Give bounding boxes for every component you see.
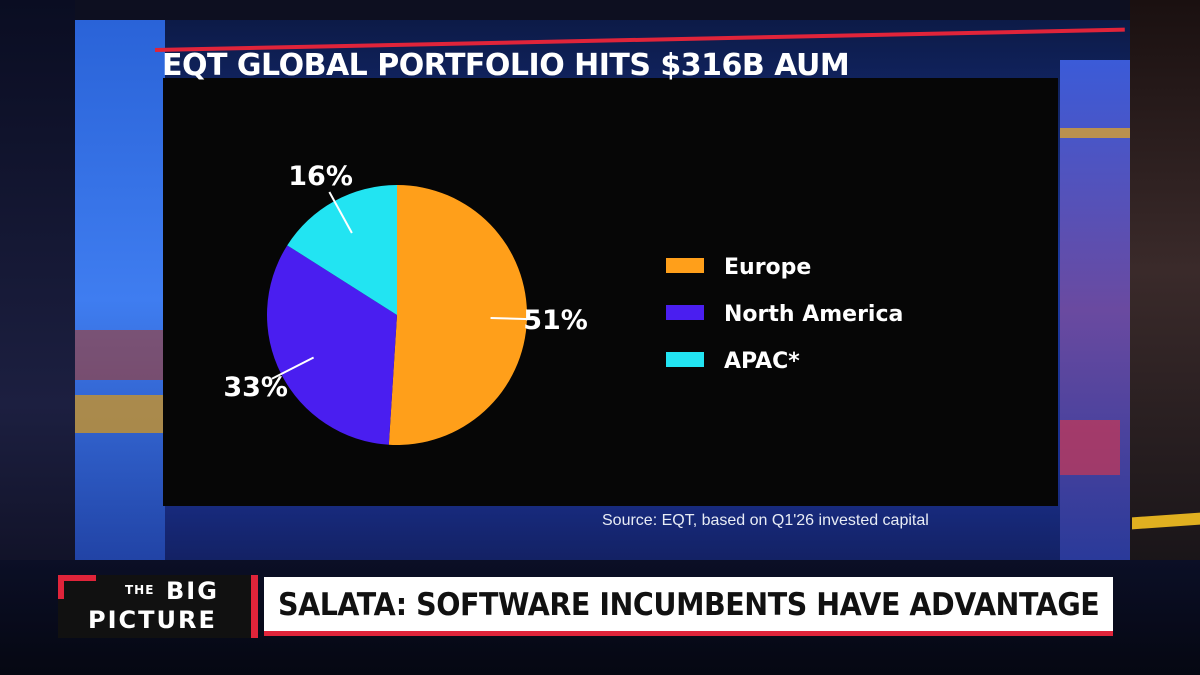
right-pink-panel: [1060, 420, 1120, 475]
logo-corner-mark: [58, 575, 96, 599]
logo-picture: PICTURE: [88, 606, 217, 634]
left-video-panel: [75, 20, 165, 580]
leader-line-north-america: [271, 356, 315, 380]
leader-line-apac: [328, 191, 353, 234]
chart-title: EQT GLOBAL PORTFOLIO HITS $316B AUM: [162, 48, 850, 83]
pie-slice-north-america: [267, 245, 397, 445]
logo-red-bar: [251, 575, 258, 638]
show-logo: THE BIG PICTURE: [58, 575, 258, 638]
legend-label-north-america: North America: [724, 302, 903, 327]
pie-chart: 51% 33% 16% Europe North America APAC*: [223, 161, 903, 446]
headline-red-underline: [264, 631, 1113, 636]
left-red-panel: [75, 330, 165, 380]
data-label-north-america: 33%: [223, 372, 288, 403]
ceiling-panel: [0, 0, 1200, 20]
headline-banner: SALATA: SOFTWARE INCUMBENTS HAVE ADVANTA…: [264, 577, 1113, 636]
left-gold-panel: [75, 395, 165, 433]
legend-label-apac: APAC*: [724, 349, 800, 374]
legend-swatch-apac: [666, 352, 704, 367]
pie-slice-apac: [287, 185, 397, 315]
legend-swatch-europe: [666, 258, 704, 273]
source-note: Source: EQT, based on Q1'26 invested cap…: [602, 512, 929, 529]
pie-slice-europe: [388, 185, 528, 446]
right-video-panel: [1060, 60, 1130, 560]
legend-label-europe: Europe: [724, 255, 811, 280]
leader-line-europe: [490, 316, 538, 321]
logo-the: THE: [125, 583, 155, 597]
headline-text: SALATA: SOFTWARE INCUMBENTS HAVE ADVANTA…: [278, 587, 1100, 623]
legend-swatch-north-america: [666, 305, 704, 320]
logo-big: BIG: [166, 577, 219, 605]
data-label-europe: 51%: [523, 305, 588, 336]
right-gold-strip: [1060, 128, 1130, 138]
data-label-apac: 16%: [288, 161, 353, 192]
